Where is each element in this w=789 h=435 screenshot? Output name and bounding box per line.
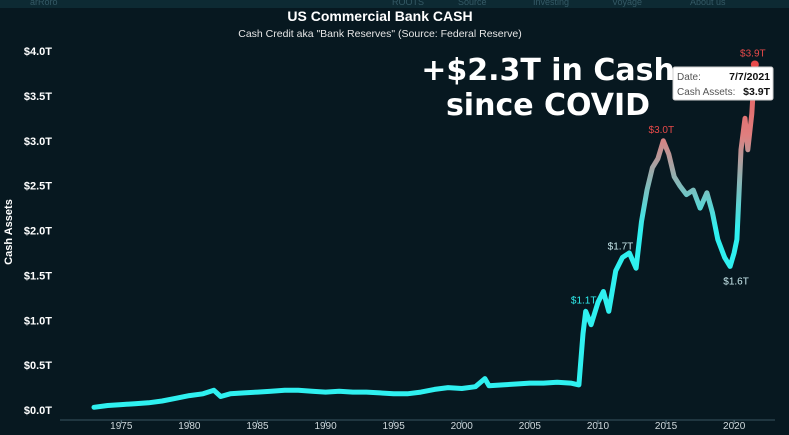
- tooltip: Date: 7/7/2021 Cash Assets: $3.9T: [672, 66, 774, 101]
- x-tick-label: 2000: [451, 421, 474, 432]
- top-strip-items: arRoro ROOTS Source Investing Voyage About us: [30, 0, 726, 7]
- x-tick-label: 1990: [314, 421, 337, 432]
- y-tick-label: $0.0T: [24, 405, 52, 417]
- x-tick-label: 2005: [519, 421, 542, 432]
- tooltip-date-label: Date:: [677, 72, 701, 83]
- top-strip-item: Source: [458, 0, 487, 7]
- y-tick-label: $1.5T: [24, 270, 52, 282]
- y-tick-label: $3.0T: [24, 136, 52, 148]
- point-labels: $1.1T $1.7T $3.0T $1.6T $3.9T: [571, 48, 766, 306]
- x-tick-label: 2010: [587, 421, 610, 432]
- y-tick-label: $0.5T: [24, 360, 52, 372]
- tooltip-assets-value: $3.9T: [743, 86, 770, 98]
- x-tick-label: 1995: [383, 421, 406, 432]
- annotation-line-2: since COVID: [446, 88, 650, 123]
- y-axis-label: Cash Assets: [3, 199, 15, 265]
- annotation-line-1: +$2.3T in Cash: [421, 53, 675, 88]
- point-label: $3.9T: [740, 48, 766, 59]
- top-strip-item: Voyage: [612, 0, 642, 7]
- point-label: $1.1T: [571, 295, 597, 306]
- y-tick-label: $1.0T: [24, 315, 52, 327]
- chart-title: US Commercial Bank CASH: [287, 8, 472, 24]
- y-tick-label: $2.0T: [24, 226, 52, 238]
- top-strip: [0, 0, 789, 8]
- top-strip-item: About us: [690, 0, 726, 7]
- x-tick-label: 2015: [655, 421, 678, 432]
- top-strip-item: arRoro: [30, 0, 58, 7]
- x-tick-label: 2020: [723, 421, 746, 432]
- y-tick-label: $3.5T: [24, 91, 52, 103]
- point-label: $1.6T: [723, 276, 749, 287]
- top-strip-item: Investing: [533, 0, 569, 7]
- point-label: $3.0T: [649, 125, 675, 136]
- y-tick-label: $2.5T: [24, 181, 52, 193]
- tooltip-box: [672, 66, 774, 101]
- y-tick-label: $4.0T: [24, 46, 52, 58]
- chart-subtitle: Cash Credit aka "Bank Reserves" (Source:…: [238, 28, 522, 40]
- x-tick-label: 1980: [178, 421, 201, 432]
- point-label: $1.7T: [608, 241, 634, 252]
- tooltip-date-value: 7/7/2021: [729, 71, 770, 83]
- series-group: [91, 60, 759, 410]
- top-strip-item: ROOTS: [392, 0, 424, 7]
- y-axis-ticks: $0.0T $0.5T $1.0T $1.5T $2.0T $2.5T $3.0T $3.5T…: [24, 46, 52, 417]
- x-tick-label: 1975: [110, 421, 133, 432]
- x-tick-label: 1985: [246, 421, 269, 432]
- series-line: [91, 62, 758, 410]
- tooltip-assets-label: Cash Assets:: [677, 87, 735, 98]
- x-axis-ticks: 1975 1980 1985 1990 1995 2000 2005 2010 2015 2020: [110, 420, 746, 432]
- latest-point-marker[interactable]: [750, 60, 759, 69]
